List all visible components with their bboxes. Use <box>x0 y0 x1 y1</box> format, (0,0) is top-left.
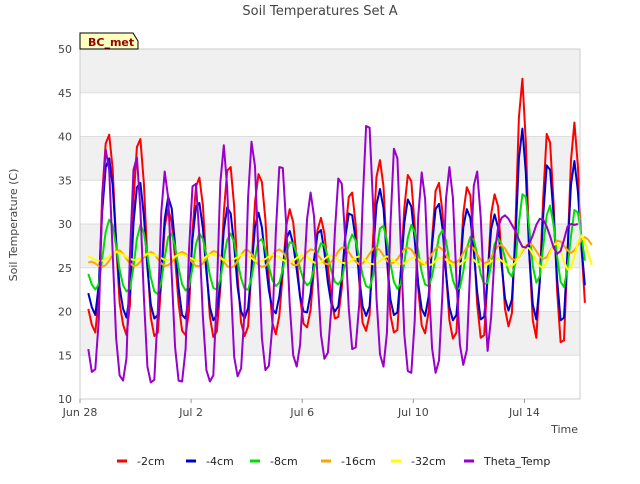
legend-label: Theta_Temp <box>483 455 550 468</box>
x-tick-label: Jul 2 <box>178 406 203 419</box>
y-tick-label: 30 <box>58 218 72 231</box>
y-tick-label: 40 <box>58 131 72 144</box>
y-tick-label: 10 <box>58 393 72 406</box>
legend-label: -4cm <box>206 455 234 468</box>
y-tick-label: 50 <box>58 43 72 56</box>
y-axis-label: Soil Temperature (C) <box>7 169 20 282</box>
x-tick-labels: Jun 28 Jul 2 Jul 6 Jul 10 Jul 14 <box>62 399 540 419</box>
x-tick-label: Jul 6 <box>289 406 314 419</box>
series-line--4cm <box>87 127 586 322</box>
y-tick-label: 20 <box>58 306 72 319</box>
plot-band <box>80 136 580 181</box>
y-tick-label: 35 <box>58 174 72 187</box>
plot-band <box>80 49 580 93</box>
x-tick-label: Jul 10 <box>397 406 429 419</box>
site-badge-box <box>79 32 139 50</box>
y-tick-label: 15 <box>58 349 72 362</box>
legend-label: -32cm <box>411 455 446 468</box>
series-line--32cm <box>87 234 593 271</box>
x-tick-label: Jul 14 <box>508 406 540 419</box>
y-tick-label: 25 <box>58 262 72 275</box>
axes <box>79 48 581 400</box>
series-line--16cm <box>88 236 593 269</box>
site-badge: BC_met <box>79 32 139 50</box>
series-layer <box>87 77 593 384</box>
legend-label: -2cm <box>137 455 165 468</box>
y-tick-label: 45 <box>58 87 72 100</box>
x-axis-label: Time <box>550 423 578 436</box>
legend-label: -16cm <box>341 455 376 468</box>
legend-label: -8cm <box>270 455 298 468</box>
plot-frame <box>79 48 581 400</box>
chart-title: Soil Temperatures Set A <box>242 4 397 19</box>
series-line-theta-temp <box>87 125 579 384</box>
y-tick-labels: 10 15 20 25 30 35 40 45 50 <box>58 43 72 406</box>
x-tick-label: Jun 28 <box>62 406 98 419</box>
legend: -2cm -4cm -8cm -16cm -32cm Theta_Temp <box>117 455 550 468</box>
site-badge-label: BC_met <box>88 36 134 49</box>
